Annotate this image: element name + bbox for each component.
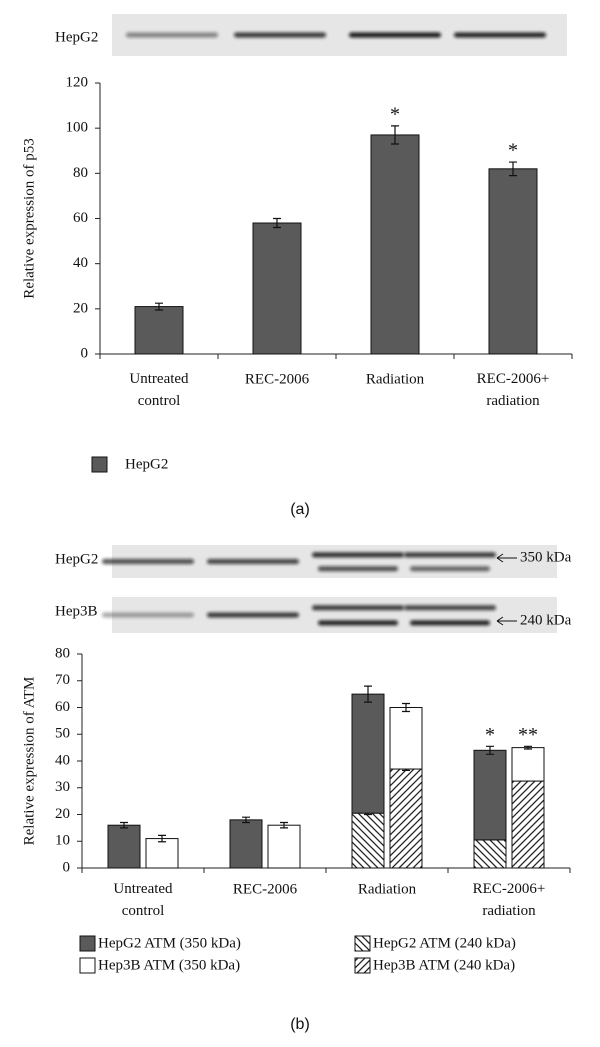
bar [107,824,141,869]
legend-label: HepG2 ATM (350 kDa) [98,935,241,951]
x-tick-label: REC-2006+ radiation [473,881,546,919]
error-bar [273,217,281,229]
bar [229,819,263,869]
blot-band [349,32,441,38]
blot-band [404,552,496,558]
blot-band [410,620,490,626]
y-tick-label: 10 [55,833,70,849]
x-tick-label: REC-2006 [233,881,298,897]
x-tick-label: Radiation [366,371,425,387]
annotation: * [390,104,400,126]
legend-swatch [354,935,371,952]
blot-band [404,605,496,611]
blot-band [454,32,546,38]
y-tick-label: 0 [81,345,89,361]
annotation: ** [518,724,538,746]
y-tick-label: 60 [73,210,88,226]
x-tick-label: REC-2006 [245,371,310,387]
annotation: * [485,724,495,746]
bar [488,168,538,355]
x-tick-label: Untreated control [113,881,173,919]
bar [473,839,507,869]
band-marker: 240 kDa [520,612,572,628]
bar [252,222,302,355]
y-tick-label: 120 [66,74,89,90]
panel-label: (b) [290,1016,310,1033]
y-tick-label: 20 [73,300,88,316]
blot-band [102,559,194,564]
error-bar [486,745,494,755]
error-bar [391,125,399,145]
y-tick-label: 60 [55,699,70,715]
x-tick-label: Untreated control [129,371,189,409]
blot-band [312,605,404,611]
error-bar [158,834,166,843]
bar [145,838,179,869]
blot-band [234,32,326,38]
error-bar [402,702,410,713]
blot-band [102,612,194,618]
error-bar [524,745,532,750]
blot-band [410,566,490,572]
y-tick-label: 70 [55,672,70,688]
bar [473,749,507,841]
bar [134,306,184,355]
legend-swatch [91,456,108,473]
blot-label: HepG2 [55,29,98,45]
y-tick-label: 50 [55,726,70,742]
legend-swatch [354,957,371,974]
legend-label: HepG2 [125,456,168,472]
error-bar [280,821,288,829]
blot-band [207,559,299,564]
error-bar [242,816,250,824]
y-tick-label: 80 [73,165,88,181]
legend-label: Hep3B ATM (350 kDa) [98,957,240,973]
bar [370,134,420,355]
error-bar [509,161,517,177]
bar [389,707,423,770]
y-axis-label: Relative expression of ATM [21,677,37,846]
band-marker: 350 kDa [520,549,572,565]
y-tick-label: 100 [66,120,89,136]
marker-arrowhead [496,553,504,563]
blot-band [207,612,299,618]
error-bar [120,821,128,829]
blot-band [318,620,398,626]
error-bar [155,302,163,311]
blot-label: Hep3B [55,603,98,619]
bar [511,780,545,869]
legend-label: HepG2 ATM (240 kDa) [373,935,516,951]
y-tick-label: 30 [55,779,70,795]
x-tick-label: Radiation [358,881,417,897]
y-tick-label: 0 [63,859,71,875]
panel-label: (a) [290,501,310,518]
blot-band [312,552,404,558]
blot-band [318,566,398,572]
legend-swatch [79,935,96,952]
annotation: * [508,140,518,162]
y-tick-label: 20 [55,806,70,822]
legend-label: Hep3B ATM (240 kDa) [373,957,515,973]
bar [267,824,301,869]
y-tick-label: 80 [55,645,70,661]
bar [511,747,545,782]
blot-label: HepG2 [55,551,98,567]
y-axis-label: Relative expression of p53 [21,138,37,298]
bar [351,693,385,814]
y-tick-label: 40 [73,255,88,271]
marker-arrowhead [496,616,504,626]
blot-band [126,32,218,38]
error-bar [364,685,372,703]
legend-swatch [79,957,96,974]
bar [389,768,423,869]
y-tick-label: 40 [55,752,70,768]
bar [351,812,385,869]
x-tick-label: REC-2006+ radiation [477,371,550,409]
